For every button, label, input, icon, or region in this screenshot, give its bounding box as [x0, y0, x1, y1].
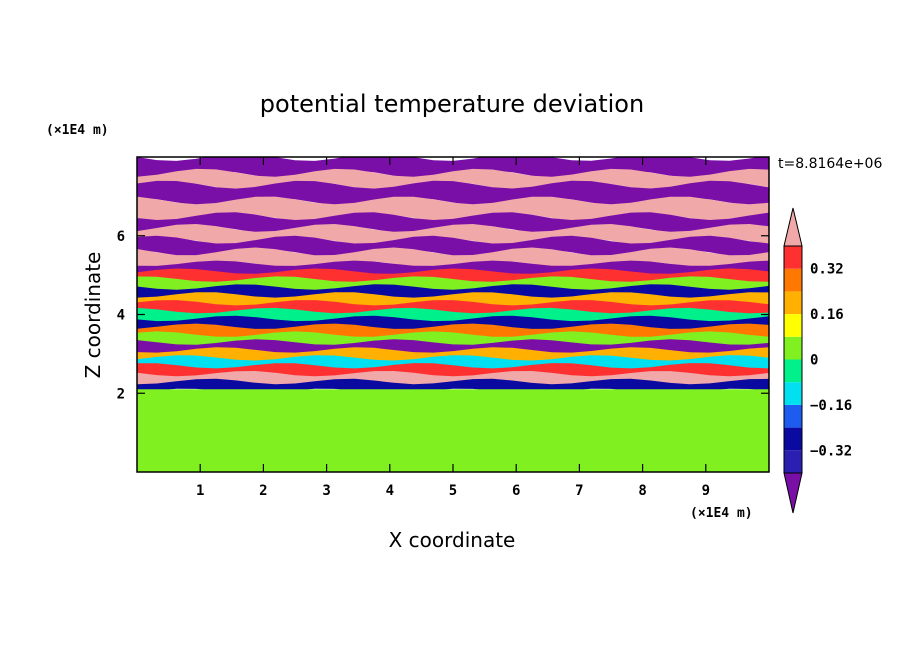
- x-tick-label: 5: [449, 483, 457, 499]
- colorbar: 0.32 0.16 0 −0.16 −0.32: [783, 207, 852, 514]
- y-axis-label: Z coordinate: [81, 252, 105, 379]
- colorbar-swatch: [784, 404, 802, 428]
- axis-ticks: 1 2 3 4 5 6 7 8 9 2 4 6: [117, 157, 769, 499]
- colorbar-label: 0: [810, 353, 818, 369]
- contour-band: [137, 284, 769, 300]
- x-tick-label: 8: [638, 483, 646, 499]
- y-tick-label: 6: [117, 229, 125, 245]
- contour-band: [137, 224, 769, 246]
- colorbar-min-arrow: [783, 472, 803, 514]
- x-tick-label: 6: [512, 483, 520, 499]
- colorbar-swatch: [784, 314, 802, 337]
- x-tick-label: 2: [259, 483, 267, 499]
- colorbar-label: −0.32: [810, 443, 852, 459]
- colorbar-swatch: [784, 359, 802, 383]
- x-axis-label: X coordinate: [389, 528, 516, 552]
- contour-band: [137, 180, 769, 207]
- contour-band: [137, 157, 769, 179]
- x-tick-label: 9: [702, 483, 710, 499]
- colorbar-label: 0.16: [810, 307, 844, 323]
- x-unit-label: (×1E4 m): [690, 506, 753, 521]
- contour-band: [137, 331, 769, 347]
- contour-band: [137, 300, 769, 316]
- colorbar-max-arrow: [783, 207, 803, 247]
- colorbar-swatch: [784, 268, 802, 292]
- y-tick-label: 2: [117, 386, 125, 402]
- contour-band: [137, 276, 769, 292]
- colorbar-swatch: [784, 427, 802, 451]
- contour-band: [137, 168, 769, 191]
- contour-band: [137, 371, 769, 387]
- y-unit-label: (×1E4 m): [46, 123, 109, 138]
- colorbar-swatch: [784, 382, 802, 405]
- colorbar-label: 0.32: [810, 262, 844, 278]
- colorbar-swatch: [784, 291, 802, 315]
- colorbar-frame: [783, 245, 803, 474]
- x-tick-label: 3: [322, 483, 330, 499]
- x-tick-label: 1: [196, 483, 204, 499]
- contour-band: [137, 363, 769, 379]
- contour-band: [137, 292, 769, 308]
- contour-band: [137, 268, 769, 284]
- colorbar-swatch: [784, 336, 802, 360]
- contour-band: [137, 389, 769, 472]
- chart-title: potential temperature deviation: [260, 90, 644, 118]
- colorbar-label: −0.16: [810, 398, 852, 414]
- contour-band: [137, 235, 769, 258]
- colorbar-swatch: [784, 246, 802, 269]
- time-label: t=8.8164e+06: [778, 156, 882, 172]
- contour-band: [137, 355, 769, 371]
- x-tick-label: 7: [575, 483, 583, 499]
- colorbar-swatch: [784, 450, 802, 473]
- y-tick-label: 4: [117, 308, 125, 324]
- x-tick-label: 4: [386, 483, 394, 499]
- contour-field: [137, 157, 769, 472]
